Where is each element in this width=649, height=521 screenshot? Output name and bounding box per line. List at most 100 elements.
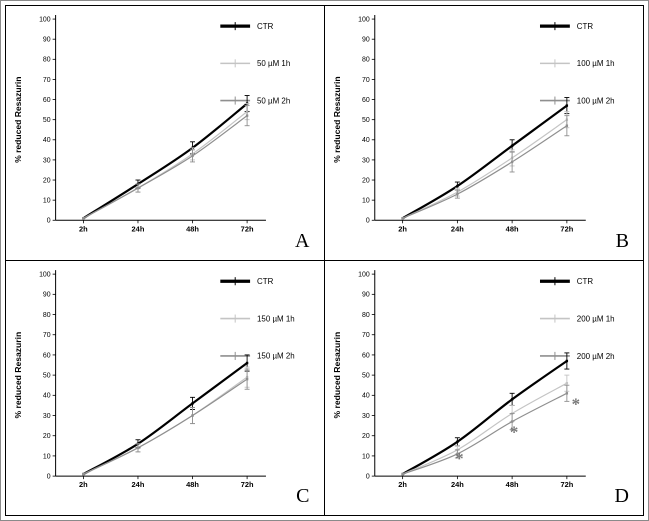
y-tick-label: 100 [358,16,370,23]
data-point [455,440,459,443]
x-tick-label: 72h [560,224,573,233]
data-point [136,446,140,449]
y-tick-label: 90 [362,37,370,44]
series-line [83,115,248,219]
y-axis-label: % reduced Resazurin [13,76,23,162]
data-point [455,184,459,188]
y-tick-label: 80 [43,311,51,318]
y-tick-label: 100 [39,271,51,278]
significance-asterisk: * [455,448,463,467]
panel-grid: 0 10 20 30 40 50 60 70 80 90 100 2h 24h 48h 72h% reduc… [5,5,644,516]
significance-asterisk: * [509,422,517,441]
chart-B: 0 10 20 30 40 50 60 70 80 90 100 2h 24h 48h 72h % reduc… [331,15,614,233]
y-tick-label: 20 [362,433,370,440]
y-tick-label: 70 [43,77,51,84]
series-line [83,376,248,475]
y-tick-label: 10 [362,453,370,460]
y-tick-label: 60 [43,97,51,104]
data-point [455,452,459,455]
x-tick-label: 2h [398,224,407,233]
y-tick-label: 40 [43,137,51,144]
series-line [401,392,567,475]
series-line [82,102,248,220]
y-tick-label: 0 [47,473,51,480]
y-tick-label: 40 [43,392,51,399]
y-tick-label: 90 [43,37,51,44]
series-CTR [82,95,250,220]
y-tick-label: 60 [362,97,370,104]
data-point [510,397,513,401]
y-tick-label: 70 [362,77,370,84]
x-tick-label: 2h [79,480,88,489]
y-tick-label: 100 [358,271,370,278]
legend-label: 100 µM 1h [576,59,614,68]
y-tick-label: 20 [43,433,51,440]
y-tick-label: 30 [43,157,51,164]
legend: CTR 150 µM 1h 150 µM 2h [220,276,295,360]
y-tick-label: 10 [43,198,51,205]
y-tick-label: 50 [43,372,51,379]
data-point [82,472,85,475]
y-tick-label: 70 [362,332,370,339]
series-150 µM 2h [82,368,250,475]
chart-D: 0 10 20 30 40 50 60 70 80 90 100 2h 24h 48h 72h % reduc… [331,269,614,489]
legend-label: 50 µM 2h [257,96,290,105]
legend-label: 150 µM 2h [257,351,295,360]
panel-letter-D: D [614,485,629,507]
series-line [83,378,248,475]
y-tick-label: 40 [362,137,370,144]
panel-B: 0 10 20 30 40 50 60 70 80 90 100 2h 24h 48h 72h % reduc… [324,6,643,261]
legend-label: 200 µM 1h [576,314,614,323]
x-tick-label: 24h [132,224,145,233]
panel-A: 0 10 20 30 40 50 60 70 80 90 100 2h 24h 48h 72h % reduc… [6,6,325,261]
data-point [565,359,568,362]
x-tick-label: 72h [241,224,254,233]
y-tick-label: 90 [43,291,51,298]
series-line [401,119,567,219]
series-CTR [400,351,569,475]
axes: 0 10 20 30 40 50 60 70 80 90 100 2h 24h 48h 72h [358,269,586,489]
x-tick-label: 48h [186,480,199,489]
y-tick-label: 0 [365,473,369,480]
legend: CTR 100 µM 1h 100 µM 2h [539,22,614,105]
data-point [191,401,194,405]
series-CTR [400,97,569,220]
y-tick-label: 10 [43,453,51,460]
series-line [82,361,248,475]
data-point [400,472,404,475]
y-tick-label: 80 [362,311,370,318]
y-tick-label: 80 [43,57,51,64]
y-tick-label: 70 [43,332,51,339]
data-point [510,419,513,423]
data-point [565,104,568,107]
legend-label: 200 µM 2h [576,351,614,360]
y-tick-label: 90 [362,291,370,298]
data-point [191,413,194,417]
series-line [401,359,567,475]
x-tick-label: 2h [79,224,88,233]
x-tick-label: 48h [186,224,199,233]
y-tick-label: 20 [43,177,51,184]
y-tick-label: 0 [365,218,369,225]
significance-asterisk: * [571,394,579,413]
y-tick-label: 30 [362,157,370,164]
x-tick-label: 24h [450,480,463,489]
data-point [455,192,459,196]
series-line [401,125,567,219]
y-axis-label: % reduced Resazurin [331,331,341,418]
y-tick-label: 20 [362,177,370,184]
panel-letter-B: B [615,229,629,252]
axes: 0 10 20 30 40 50 60 70 80 90 100 2h 24h 48h 72h [358,15,586,233]
data-point [565,124,568,127]
y-tick-label: 60 [43,352,51,359]
panel-C: 0 10 20 30 40 50 60 70 80 90 100 2h 24h 48h 72h % reduc… [6,260,325,515]
y-tick-label: 10 [362,198,370,205]
y-tick-label: 0 [47,218,51,225]
legend-label: 100 µM 2h [576,96,614,105]
y-tick-label: 80 [362,57,370,64]
y-axis-label: % reduced Resazurin [13,331,23,418]
data-point [510,144,513,148]
x-tick-label: 72h [560,480,573,489]
data-point [565,391,568,395]
